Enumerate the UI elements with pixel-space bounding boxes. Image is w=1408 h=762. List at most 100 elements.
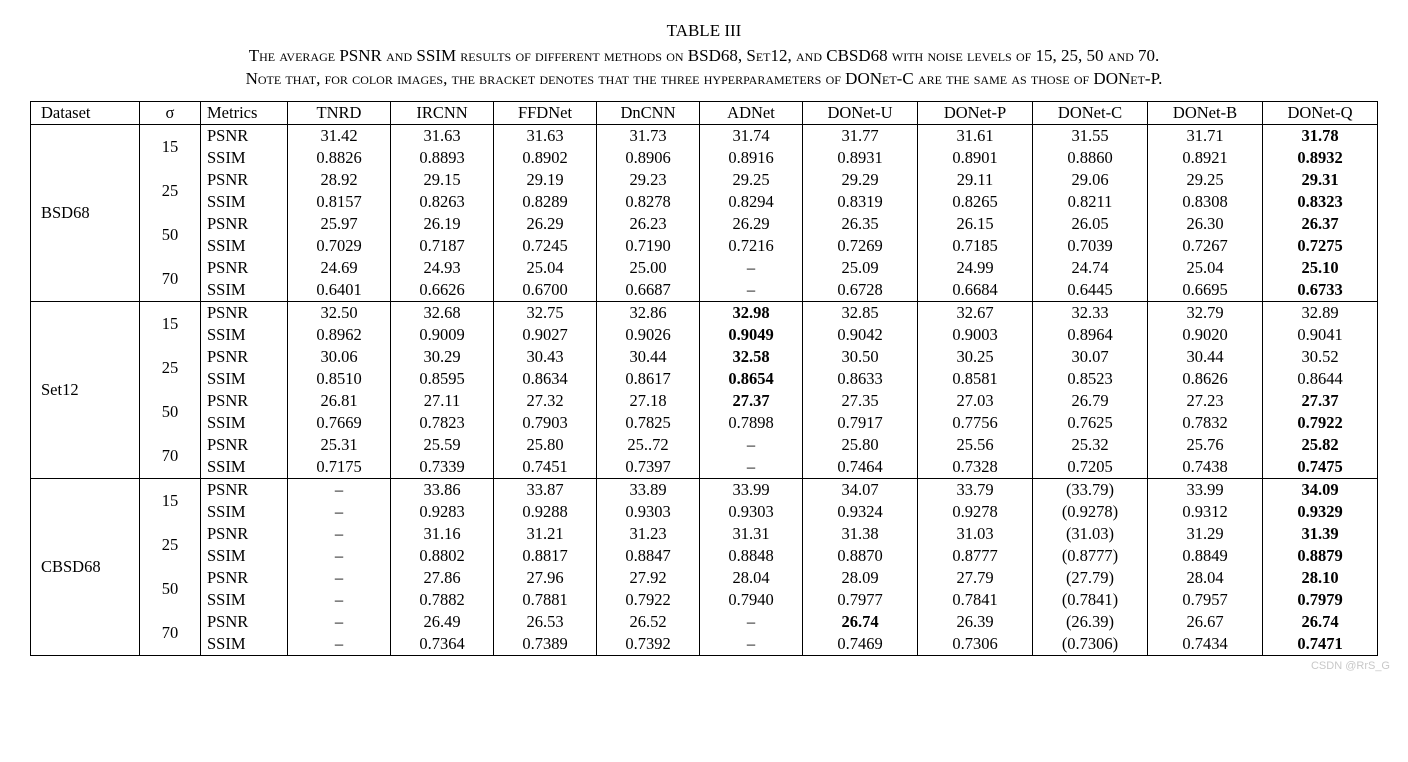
value-cell: 0.8901 bbox=[918, 147, 1033, 169]
value-cell: 0.9020 bbox=[1148, 324, 1263, 346]
value-cell: 30.25 bbox=[918, 346, 1033, 368]
sigma-cell: 25 bbox=[140, 169, 201, 213]
metric-cell: SSIM bbox=[201, 412, 288, 434]
value-cell: 25.00 bbox=[597, 257, 700, 279]
value-cell: 0.7471 bbox=[1263, 633, 1378, 656]
value-cell: 0.9324 bbox=[803, 501, 918, 523]
value-cell: 28.09 bbox=[803, 567, 918, 589]
value-cell: 25.82 bbox=[1263, 434, 1378, 456]
metric-cell: SSIM bbox=[201, 368, 288, 390]
value-cell: (33.79) bbox=[1033, 478, 1148, 501]
value-cell: 0.7756 bbox=[918, 412, 1033, 434]
sigma-cell: 70 bbox=[140, 257, 201, 302]
value-cell: 0.7464 bbox=[803, 456, 918, 479]
results-table: DatasetσMetricsTNRDIRCNNFFDNetDnCNNADNet… bbox=[30, 101, 1378, 656]
value-cell: 27.23 bbox=[1148, 390, 1263, 412]
value-cell: 26.29 bbox=[700, 213, 803, 235]
value-cell: 24.93 bbox=[391, 257, 494, 279]
value-cell: 0.7205 bbox=[1033, 456, 1148, 479]
value-cell: 0.8962 bbox=[288, 324, 391, 346]
value-cell: 30.07 bbox=[1033, 346, 1148, 368]
value-cell: – bbox=[288, 545, 391, 567]
value-cell: 0.9329 bbox=[1263, 501, 1378, 523]
value-cell: 0.8879 bbox=[1263, 545, 1378, 567]
value-cell: 25.31 bbox=[288, 434, 391, 456]
value-cell: 0.7669 bbox=[288, 412, 391, 434]
value-cell: 30.50 bbox=[803, 346, 918, 368]
value-cell: 0.7328 bbox=[918, 456, 1033, 479]
value-cell: 0.8617 bbox=[597, 368, 700, 390]
value-cell: 0.8893 bbox=[391, 147, 494, 169]
value-cell: 0.7392 bbox=[597, 633, 700, 656]
value-cell: 0.7841 bbox=[918, 589, 1033, 611]
value-cell: 29.11 bbox=[918, 169, 1033, 191]
value-cell: 0.7039 bbox=[1033, 235, 1148, 257]
metric-cell: PSNR bbox=[201, 301, 288, 324]
value-cell: – bbox=[288, 567, 391, 589]
value-cell: 31.78 bbox=[1263, 124, 1378, 147]
value-cell: 26.23 bbox=[597, 213, 700, 235]
metric-cell: PSNR bbox=[201, 169, 288, 191]
value-cell: 0.7185 bbox=[918, 235, 1033, 257]
value-cell: 29.25 bbox=[700, 169, 803, 191]
value-cell: 29.31 bbox=[1263, 169, 1378, 191]
value-cell: 30.52 bbox=[1263, 346, 1378, 368]
value-cell: 0.7825 bbox=[597, 412, 700, 434]
value-cell: 32.33 bbox=[1033, 301, 1148, 324]
header-method: DONet-B bbox=[1148, 101, 1263, 124]
value-cell: 25..72 bbox=[597, 434, 700, 456]
value-cell: 0.8932 bbox=[1263, 147, 1378, 169]
value-cell: 27.03 bbox=[918, 390, 1033, 412]
value-cell: 0.7922 bbox=[597, 589, 700, 611]
header-sigma: σ bbox=[140, 101, 201, 124]
value-cell: 0.8523 bbox=[1033, 368, 1148, 390]
value-cell: 33.99 bbox=[700, 478, 803, 501]
value-cell: 0.7269 bbox=[803, 235, 918, 257]
value-cell: 0.7190 bbox=[597, 235, 700, 257]
value-cell: – bbox=[700, 434, 803, 456]
value-cell: 31.63 bbox=[391, 124, 494, 147]
header-method: FFDNet bbox=[494, 101, 597, 124]
value-cell: 0.8265 bbox=[918, 191, 1033, 213]
value-cell: 31.21 bbox=[494, 523, 597, 545]
value-cell: 0.6700 bbox=[494, 279, 597, 302]
value-cell: 0.8906 bbox=[597, 147, 700, 169]
value-cell: 0.9027 bbox=[494, 324, 597, 346]
value-cell: 0.8817 bbox=[494, 545, 597, 567]
value-cell: 0.6733 bbox=[1263, 279, 1378, 302]
watermark-text: CSDN @RrS_G bbox=[1311, 660, 1390, 672]
value-cell: 28.92 bbox=[288, 169, 391, 191]
value-cell: 0.9303 bbox=[597, 501, 700, 523]
value-cell: 0.8870 bbox=[803, 545, 918, 567]
value-cell: 31.73 bbox=[597, 124, 700, 147]
value-cell: 29.15 bbox=[391, 169, 494, 191]
value-cell: 30.06 bbox=[288, 346, 391, 368]
value-cell: – bbox=[288, 589, 391, 611]
value-cell: 0.8654 bbox=[700, 368, 803, 390]
value-cell: 0.7216 bbox=[700, 235, 803, 257]
value-cell: (0.8777) bbox=[1033, 545, 1148, 567]
header-method: DONet-Q bbox=[1263, 101, 1378, 124]
value-cell: 26.49 bbox=[391, 611, 494, 633]
value-cell: 32.85 bbox=[803, 301, 918, 324]
value-cell: 0.7881 bbox=[494, 589, 597, 611]
metric-cell: SSIM bbox=[201, 279, 288, 302]
metric-cell: PSNR bbox=[201, 567, 288, 589]
value-cell: 26.74 bbox=[803, 611, 918, 633]
value-cell: 0.6728 bbox=[803, 279, 918, 302]
value-cell: 25.10 bbox=[1263, 257, 1378, 279]
value-cell: 0.7451 bbox=[494, 456, 597, 479]
value-cell: 0.9312 bbox=[1148, 501, 1263, 523]
value-cell: 27.79 bbox=[918, 567, 1033, 589]
value-cell: 25.56 bbox=[918, 434, 1033, 456]
value-cell: 30.43 bbox=[494, 346, 597, 368]
metric-cell: PSNR bbox=[201, 611, 288, 633]
value-cell: 0.8595 bbox=[391, 368, 494, 390]
value-cell: 27.11 bbox=[391, 390, 494, 412]
header-dataset: Dataset bbox=[31, 101, 140, 124]
sigma-cell: 50 bbox=[140, 390, 201, 434]
value-cell: 33.89 bbox=[597, 478, 700, 501]
value-cell: 24.74 bbox=[1033, 257, 1148, 279]
metric-cell: SSIM bbox=[201, 147, 288, 169]
value-cell: 26.67 bbox=[1148, 611, 1263, 633]
